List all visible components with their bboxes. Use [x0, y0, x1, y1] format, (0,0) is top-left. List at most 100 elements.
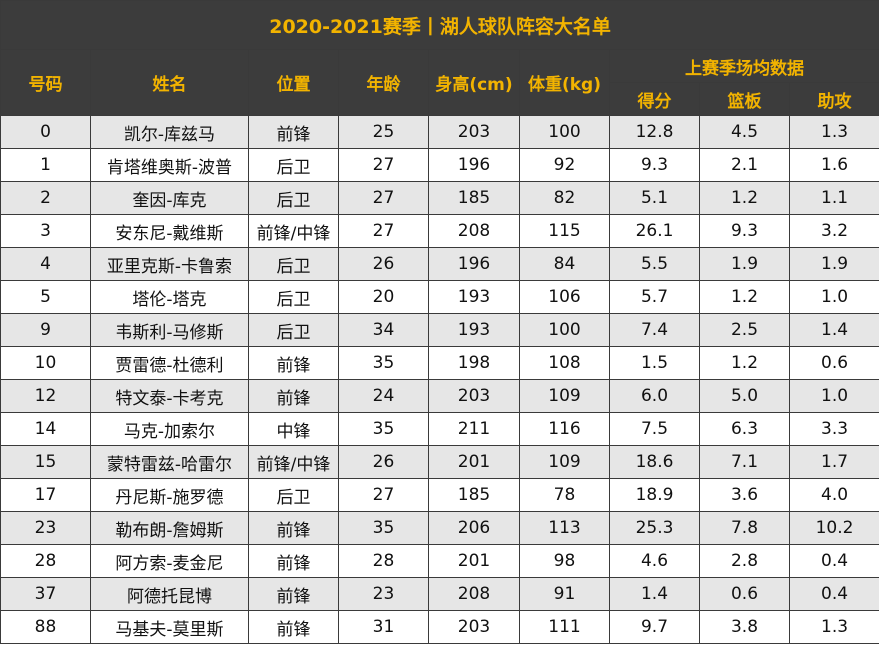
cell-name: 阿方索-麦金尼	[90, 544, 249, 578]
cell-number: 9	[0, 313, 91, 347]
cell-number: 0	[0, 115, 91, 149]
cell-rebounds: 7.8	[699, 511, 790, 545]
cell-assists: 1.1	[788, 181, 879, 215]
table-row: 12 特文泰-卡考克 前锋 24 203 109 6.0 5.0 1.0	[0, 379, 879, 413]
cell-name: 奎因-库克	[90, 181, 249, 215]
cell-number: 23	[0, 511, 91, 545]
cell-rebounds: 4.5	[699, 115, 790, 149]
cell-age: 27	[338, 478, 429, 512]
cell-position: 前锋	[248, 346, 339, 380]
cell-number: 2	[0, 181, 91, 215]
cell-age: 24	[338, 379, 429, 413]
cell-age: 25	[338, 115, 429, 149]
cell-weight: 92	[519, 148, 610, 182]
cell-rebounds: 3.6	[699, 478, 790, 512]
table-row: 14 马克-加索尔 中锋 35 211 116 7.5 6.3 3.3	[0, 412, 879, 446]
cell-points: 9.3	[609, 148, 700, 182]
cell-age: 27	[338, 181, 429, 215]
cell-height: 203	[428, 115, 520, 149]
cell-points: 1.4	[609, 577, 700, 611]
cell-age: 35	[338, 346, 429, 380]
cell-position: 后卫	[248, 148, 339, 182]
cell-assists: 1.3	[788, 115, 879, 149]
cell-assists: 1.6	[788, 148, 879, 182]
cell-number: 4	[0, 247, 91, 281]
cell-name: 塔伦-塔克	[90, 280, 249, 314]
cell-assists: 1.0	[788, 379, 879, 413]
cell-rebounds: 9.3	[699, 214, 790, 248]
table-row: 0 凯尔-库兹马 前锋 25 203 100 12.8 4.5 1.3	[0, 115, 879, 149]
table-row: 88 马基夫-莫里斯 前锋 31 203 111 9.7 3.8 1.3	[0, 610, 879, 644]
table-title: 2020-2021赛季丨湖人球队阵容大名单	[0, 0, 879, 50]
header-weight: 体重(kg)	[519, 49, 610, 116]
cell-points: 5.5	[609, 247, 700, 281]
table-row: 4 亚里克斯-卡鲁索 后卫 26 196 84 5.5 1.9 1.9	[0, 247, 879, 281]
cell-rebounds: 2.5	[699, 313, 790, 347]
table-row: 9 韦斯利-马修斯 后卫 34 193 100 7.4 2.5 1.4	[0, 313, 879, 347]
cell-points: 5.1	[609, 181, 700, 215]
header-number: 号码	[0, 49, 91, 116]
cell-position: 前锋	[248, 511, 339, 545]
header-age: 年龄	[338, 49, 429, 116]
cell-name: 马克-加索尔	[90, 412, 249, 446]
cell-rebounds: 2.1	[699, 148, 790, 182]
cell-height: 196	[428, 247, 520, 281]
cell-points: 1.5	[609, 346, 700, 380]
cell-position: 后卫	[248, 181, 339, 215]
cell-name: 凯尔-库兹马	[90, 115, 249, 149]
cell-age: 27	[338, 148, 429, 182]
cell-number: 15	[0, 445, 91, 479]
cell-points: 9.7	[609, 610, 700, 644]
cell-weight: 106	[519, 280, 610, 314]
cell-points: 4.6	[609, 544, 700, 578]
cell-weight: 116	[519, 412, 610, 446]
cell-position: 后卫	[248, 280, 339, 314]
cell-weight: 109	[519, 379, 610, 413]
cell-weight: 98	[519, 544, 610, 578]
table-row: 1 肯塔维奥斯-波普 后卫 27 196 92 9.3 2.1 1.6	[0, 148, 879, 182]
cell-assists: 4.0	[788, 478, 879, 512]
cell-number: 10	[0, 346, 91, 380]
cell-name: 阿德托昆博	[90, 577, 249, 611]
cell-rebounds: 0.6	[699, 577, 790, 611]
table-row: 3 安东尼-戴维斯 前锋/中锋 27 208 115 26.1 9.3 3.2	[0, 214, 879, 248]
cell-number: 3	[0, 214, 91, 248]
cell-assists: 1.3	[788, 610, 879, 644]
cell-position: 后卫	[248, 247, 339, 281]
cell-position: 后卫	[248, 478, 339, 512]
cell-weight: 84	[519, 247, 610, 281]
cell-height: 206	[428, 511, 520, 545]
cell-age: 26	[338, 445, 429, 479]
cell-age: 23	[338, 577, 429, 611]
table-row: 5 塔伦-塔克 后卫 20 193 106 5.7 1.2 1.0	[0, 280, 879, 314]
cell-number: 14	[0, 412, 91, 446]
cell-points: 18.6	[609, 445, 700, 479]
cell-assists: 1.9	[788, 247, 879, 281]
cell-rebounds: 6.3	[699, 412, 790, 446]
cell-assists: 10.2	[788, 511, 879, 545]
cell-position: 前锋	[248, 379, 339, 413]
cell-points: 18.9	[609, 478, 700, 512]
header-points: 得分	[609, 82, 700, 116]
cell-name: 贾雷德-杜德利	[90, 346, 249, 380]
cell-points: 6.0	[609, 379, 700, 413]
cell-position: 前锋	[248, 115, 339, 149]
cell-weight: 78	[519, 478, 610, 512]
cell-number: 1	[0, 148, 91, 182]
cell-position: 前锋	[248, 610, 339, 644]
cell-weight: 113	[519, 511, 610, 545]
cell-age: 35	[338, 412, 429, 446]
cell-height: 201	[428, 544, 520, 578]
cell-points: 5.7	[609, 280, 700, 314]
table-row: 17 丹尼斯-施罗德 后卫 27 185 78 18.9 3.6 4.0	[0, 478, 879, 512]
cell-points: 25.3	[609, 511, 700, 545]
cell-weight: 100	[519, 313, 610, 347]
cell-position: 后卫	[248, 313, 339, 347]
cell-points: 26.1	[609, 214, 700, 248]
cell-name: 蒙特雷兹-哈雷尔	[90, 445, 249, 479]
cell-name: 肯塔维奥斯-波普	[90, 148, 249, 182]
cell-weight: 109	[519, 445, 610, 479]
cell-rebounds: 1.2	[699, 280, 790, 314]
cell-name: 安东尼-戴维斯	[90, 214, 249, 248]
